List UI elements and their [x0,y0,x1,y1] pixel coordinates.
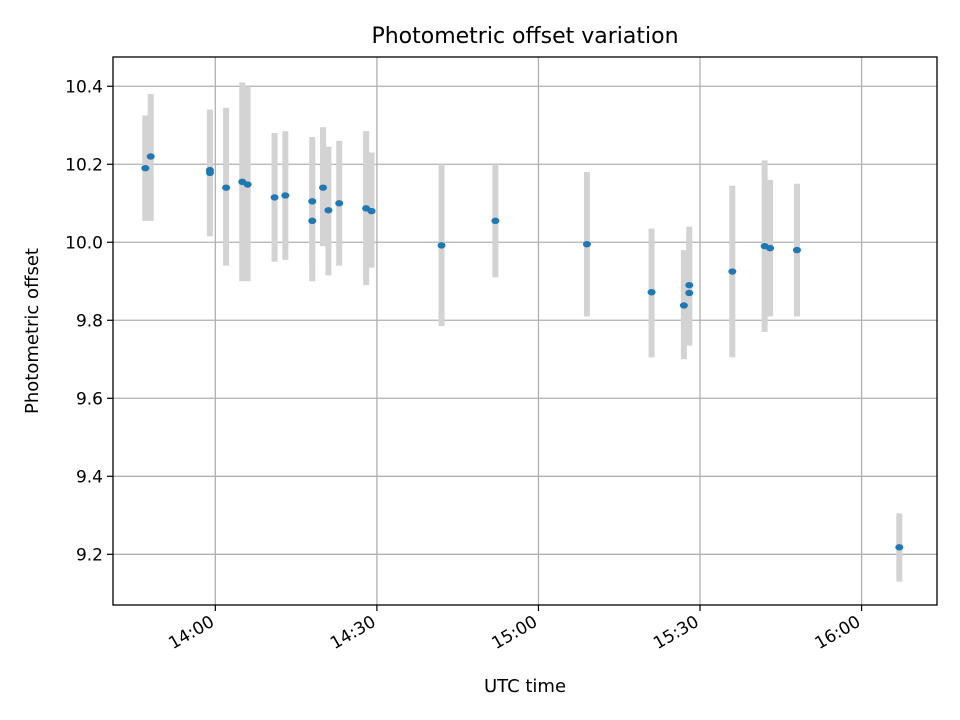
data-point [335,200,344,207]
y-tick-label: 9.2 [76,545,103,565]
data-point [141,164,150,172]
plot-frame [112,56,938,606]
x-axis-label: UTC time [484,676,566,697]
data-point [146,153,155,160]
data-point [491,217,500,225]
data-point [679,302,688,309]
y-tick-label: 10.4 [65,77,103,97]
data-point [582,241,591,248]
data-point [792,246,801,254]
data-point [766,244,775,252]
y-tick-label: 9.8 [76,311,103,331]
data-point [728,268,737,275]
data-point [222,184,231,191]
data-point [685,281,694,289]
data-point [895,544,904,551]
y-tick-label: 9.4 [76,467,103,487]
y-tick-label: 9.6 [76,389,103,409]
data-point [319,184,328,191]
data-point [437,242,446,249]
y-axis-label: Photometric offset [22,248,43,414]
data-point [308,217,317,225]
y-tick-label: 10.0 [65,233,103,253]
data-point [367,207,376,215]
data-point [324,207,333,214]
data-point [205,169,214,177]
y-tick-label: 10.2 [65,155,103,175]
data-point [270,194,279,201]
data-point [308,198,317,205]
data-point [685,289,694,297]
data-point [281,192,290,199]
chart-title: Photometric offset variation [371,24,678,49]
data-point [647,288,656,296]
data-point [243,181,252,188]
y-axis-ticks: 9.2 9.4 9.6 9.8 10.0 10.2 10.4 [65,77,113,565]
data-points [141,153,904,551]
